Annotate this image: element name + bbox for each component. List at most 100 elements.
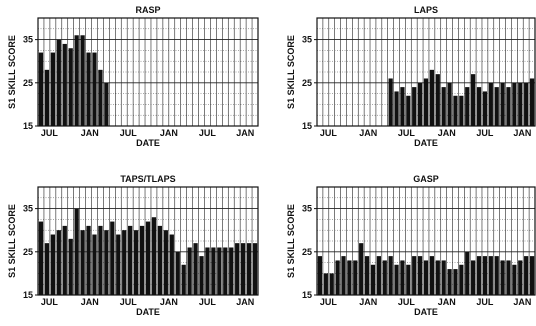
chart-title: TAPS/TLAPS <box>120 174 175 184</box>
bar <box>435 260 440 295</box>
y-tick-label: 15 <box>23 121 33 131</box>
bar <box>429 256 435 295</box>
bar <box>406 95 411 126</box>
bar <box>104 82 109 126</box>
y-axis-label: S1 SKILL SCORE <box>7 35 17 109</box>
bar <box>482 91 488 126</box>
bar <box>235 243 240 295</box>
bar <box>417 82 423 126</box>
bar <box>145 221 151 295</box>
x-axis-label: DATE <box>414 307 438 317</box>
bar <box>500 260 505 295</box>
x-tick-label: JUL <box>476 128 494 138</box>
bar <box>465 251 470 295</box>
bar <box>211 247 216 295</box>
x-tick-label: JAN <box>513 128 531 138</box>
bar <box>217 247 222 295</box>
y-tick-label: 25 <box>23 247 33 257</box>
x-tick-label: JAN <box>359 128 377 138</box>
bar <box>223 247 228 295</box>
bar <box>506 87 511 126</box>
x-tick-label: JAN <box>81 128 99 138</box>
bar <box>74 35 79 126</box>
x-tick-label: JUL <box>199 128 217 138</box>
bar <box>388 78 393 126</box>
bar <box>364 256 370 295</box>
bar <box>453 95 458 126</box>
bar <box>86 225 91 295</box>
plot-frame <box>316 186 536 296</box>
bar <box>246 243 252 295</box>
x-axis-label: DATE <box>136 307 160 317</box>
bar <box>80 230 85 295</box>
bar <box>465 87 470 126</box>
x-tick-label: JUL <box>398 128 416 138</box>
bar <box>193 243 198 295</box>
x-tick-label: JAN <box>236 297 254 307</box>
bar <box>62 43 67 126</box>
bar <box>453 269 458 295</box>
bar <box>359 243 364 295</box>
y-axis-label: S1 SKILL SCORE <box>7 204 17 278</box>
bar <box>382 260 387 295</box>
bar <box>169 234 174 295</box>
bar <box>459 264 464 295</box>
bar <box>50 234 56 295</box>
y-axis-label: S1 SKILL SCORE <box>286 204 296 278</box>
bar <box>80 35 85 126</box>
bar <box>400 87 405 126</box>
bar <box>471 74 476 126</box>
bar <box>98 225 103 295</box>
x-tick-label: JAN <box>513 297 531 307</box>
bar <box>412 87 417 126</box>
bar <box>423 78 429 126</box>
bar <box>110 221 115 295</box>
bar <box>441 87 446 126</box>
x-tick-label: JAN <box>438 128 456 138</box>
bar <box>370 264 376 295</box>
bar <box>56 230 61 295</box>
bar <box>482 256 488 295</box>
bar <box>447 82 452 126</box>
x-tick-label: JUL <box>320 128 338 138</box>
bar <box>181 264 186 295</box>
bar <box>447 269 452 295</box>
bar <box>476 256 482 295</box>
bar <box>50 52 56 127</box>
x-tick-label: JUL <box>120 128 138 138</box>
bar <box>329 273 334 295</box>
bar <box>175 251 180 295</box>
x-tick-label: JUL <box>476 297 494 307</box>
bar <box>229 247 234 295</box>
bar <box>406 264 411 295</box>
bar <box>488 256 493 295</box>
y-tick-label: 35 <box>23 204 33 214</box>
bar <box>98 69 103 126</box>
bar <box>38 221 44 295</box>
y-tick-label: 25 <box>23 78 33 88</box>
x-tick-label: JUL <box>320 297 338 307</box>
y-tick-label: 35 <box>23 35 33 45</box>
bar <box>471 260 476 295</box>
bar <box>240 243 246 295</box>
y-tick-label: 15 <box>23 290 33 300</box>
chart-title: GASP <box>413 174 439 184</box>
bar <box>476 87 482 126</box>
bar <box>388 256 393 295</box>
bar <box>139 225 145 295</box>
bar <box>44 69 50 126</box>
x-tick-label: JAN <box>81 297 99 307</box>
bar <box>524 82 529 126</box>
y-tick-label: 35 <box>302 204 312 214</box>
bar <box>435 74 440 126</box>
y-axis-label: S1 SKILL SCORE <box>286 35 296 109</box>
y-tick-label: 35 <box>302 35 312 45</box>
x-tick-label: JUL <box>120 297 138 307</box>
bar <box>341 256 346 295</box>
bar <box>104 230 109 295</box>
x-tick-label: JAN <box>236 128 254 138</box>
x-tick-label: JUL <box>41 128 59 138</box>
bar <box>394 91 399 126</box>
